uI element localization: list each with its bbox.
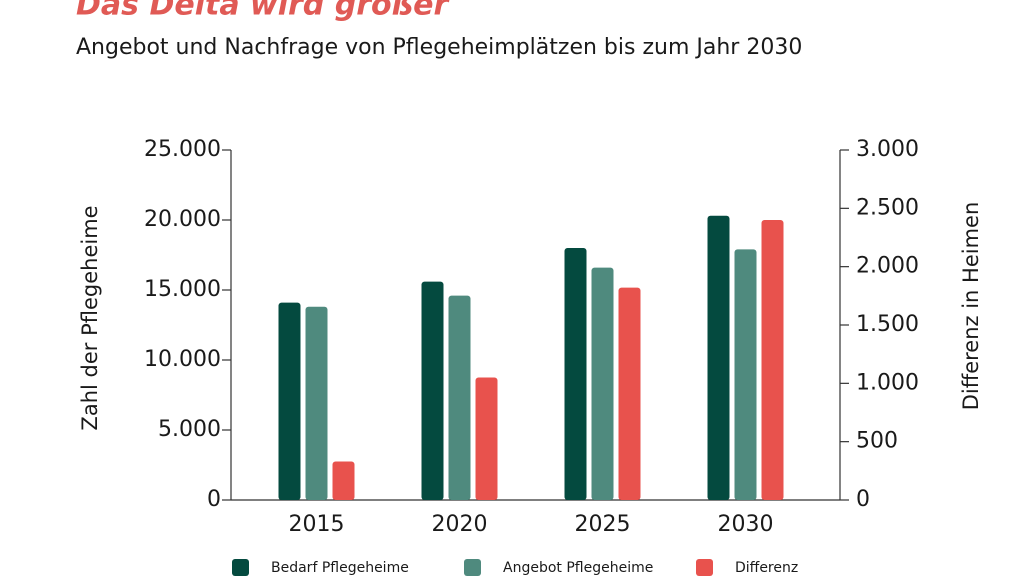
- legend-swatch: [696, 559, 713, 576]
- bar: [734, 249, 757, 500]
- bar: [332, 461, 355, 500]
- y2-tick-label: 2.000: [856, 254, 919, 279]
- bar: [278, 302, 301, 500]
- legend-label: Angebot Pflegeheime: [503, 560, 653, 576]
- legend-label: Bedarf Pflegeheime: [271, 560, 409, 576]
- bar: [618, 287, 641, 500]
- y2-tick-label: 0: [856, 487, 870, 512]
- y2-tick-label: 2.500: [856, 195, 919, 220]
- y-axis-label: Zahl der Pflegeheime: [78, 205, 102, 430]
- bar: [564, 248, 587, 500]
- bar: [591, 267, 614, 500]
- bar: [707, 215, 730, 501]
- y2-tick-label: 1.000: [856, 370, 919, 395]
- legend-label: Differenz: [735, 560, 798, 576]
- x-tick-label: 2015: [289, 512, 345, 537]
- bar: [421, 281, 444, 500]
- y2-tick-label: 3.000: [856, 137, 919, 162]
- x-tick-label: 2030: [718, 512, 774, 537]
- chart-subtitle: Angebot und Nachfrage von Pflegeheimplät…: [76, 35, 802, 60]
- y2-tick-label: 1.500: [856, 312, 919, 337]
- legend-swatch: [232, 559, 249, 576]
- x-tick-label: 2020: [432, 512, 488, 537]
- bar: [761, 220, 784, 500]
- y2-tick-label: 500: [856, 429, 898, 454]
- y-tick-label: 5.000: [158, 417, 221, 442]
- y-tick-label: 0: [207, 487, 221, 512]
- bar: [305, 306, 328, 500]
- x-tick-label: 2025: [575, 512, 631, 537]
- chart-title: Das Delta wird größer: [76, 0, 451, 23]
- bar: [448, 295, 471, 500]
- bar: [475, 377, 498, 500]
- y2-axis-label: Differenz in Heimen: [959, 202, 983, 411]
- y-tick-label: 10.000: [144, 347, 221, 372]
- legend-swatch: [464, 559, 481, 576]
- y-tick-label: 15.000: [144, 277, 221, 302]
- y-tick-label: 25.000: [144, 137, 221, 162]
- y-tick-label: 20.000: [144, 207, 221, 232]
